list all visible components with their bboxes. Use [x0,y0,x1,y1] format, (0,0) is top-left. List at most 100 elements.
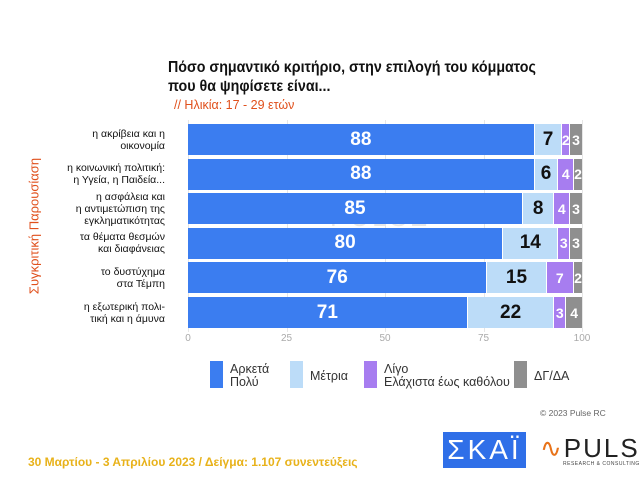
x-tick-label: 25 [280,333,293,344]
data-label: 4 [561,166,570,183]
legend-swatch [364,361,377,388]
data-label: 6 [540,163,552,185]
legend-swatch [210,361,223,388]
legend-swatch [514,361,527,388]
bar-segment: 8 [522,193,554,225]
data-label: 88 [350,163,372,185]
title-line-1: Πόσο σημαντικό κριτήριο, στην επιλογή το… [168,59,536,76]
data-label: 3 [572,131,580,148]
data-label: 7 [555,269,564,286]
x-tick-label: 0 [185,333,191,344]
category-label-line: τική και η άμυνα [90,312,165,325]
y-axis-label-text: Συγκριτική Παρουσίαση [26,157,42,295]
bar-segment: 4 [558,158,574,190]
category-label-line: η ακρίβεια και η [92,127,165,140]
skai-logo: ΣΚΑΪ [443,432,526,468]
data-label: 85 [344,197,366,219]
bar-segment: 22 [467,297,554,328]
category-label-line: η κοινωνική πολιτική: [67,162,165,175]
category-label-line: στα Τέμπη [116,277,165,290]
chart-title: Πόσο σημαντικό κριτήριο, στην επιλογή το… [168,58,536,96]
bar-segment: 7 [546,262,574,294]
data-label: 3 [559,235,568,252]
category-label: τα θέματα θεσμών και διαφάνειας [45,231,165,255]
x-tick-label: 100 [573,333,591,344]
legend-label: ΔΓ/ΔΑ [534,370,569,383]
legend-label: Μέτρια [310,370,348,383]
bar-segment: 76 [188,262,487,294]
category-label: η εξωτερική πολι-τική και η άμυνα [45,301,165,325]
chart-subtitle: // Ηλικία: 17 - 29 ετών [174,98,295,112]
bar-segment: 6 [534,158,558,190]
data-label: 4 [570,304,578,321]
category-label: η ακρίβεια και η οικονομία [45,128,165,152]
category-label-line: τα θέματα θεσμών [79,231,165,244]
bar-segment: 4 [554,193,570,225]
category-label-line: και διαφάνειας [98,243,165,256]
data-label: 15 [505,266,528,288]
data-label: 2 [574,269,582,286]
bar-segment: 3 [570,124,582,155]
legend-label-line: Μέτρια [310,369,349,383]
data-label: 22 [500,301,522,323]
x-tick-label: 50 [379,333,391,344]
category-label-line: η ασφάλεια και [96,190,165,203]
copyright: © 2023 Pulse RC [540,408,606,418]
bar-segment: 4 [566,297,582,328]
category-label-line: η Υγεία, η Παιδεία... [73,174,165,187]
bar-segment: 2 [561,124,570,155]
category-label-line: το δυστύχημα [100,265,165,278]
bar-segment: 85 [188,193,522,225]
category-label: η κοινωνική πολιτική: η Υγεία, η Παιδεία.… [45,162,165,186]
gridline [582,120,583,332]
gridline [286,120,288,332]
bar-segment: 88 [188,124,534,155]
data-label: 14 [519,232,541,254]
data-label: 71 [316,301,338,323]
data-label: 2 [561,131,570,148]
data-label: 80 [334,232,356,254]
pulse-logo-subtitle: RESEARCH & CONSULTING [563,461,640,467]
category-label-line: η αντιμετώπιση της [75,202,165,215]
bar-segment: 3 [554,297,566,328]
bar-segment: 3 [558,227,570,259]
category-label-line: οικονομία [120,139,165,152]
bar-segment: 7 [534,124,562,155]
footer-note: 30 Μαρτίου - 3 Απριλίου 2023 / Δείγμα: 1… [28,455,358,469]
data-label: 88 [350,128,372,150]
data-label: 7 [542,128,554,150]
legend-label-line: Πολύ [230,375,259,389]
bar-segment: 88 [188,158,534,190]
category-label-line: εγκληματικότητας [84,214,165,227]
data-label: 3 [572,235,580,252]
bar-segment: 2 [574,158,582,190]
category-label: η ασφάλεια και η αντιμετώπιση της εγκληματ… [45,191,165,227]
title-line-2: που θα ψηφίσετε είναι... [168,78,331,95]
bar-segment: 3 [570,227,582,259]
data-label: 2 [574,166,582,183]
legend-label-line: Ελάχιστα έως καθόλου [384,375,510,389]
bar-segment: 15 [487,262,546,294]
bar-segment: 80 [188,227,503,259]
bar-segment: 14 [503,227,558,259]
gridline [385,120,386,332]
data-label: 8 [532,197,544,219]
bar-segment: 71 [188,297,467,328]
legend-label: Λίγο Ελάχιστα έως καθόλου [384,363,510,389]
legend-label-line: Λίγο [384,362,409,376]
pulse-logo: ∿PULSE [540,433,640,464]
legend-label: Αρκετά Πολύ [230,363,269,389]
legend-swatch [290,361,303,388]
gridline [483,120,485,332]
category-label: το δυστύχημα στα Τέμπη [45,266,165,290]
pulse-wave-icon: ∿ [540,433,564,463]
pulse-logo-text: PULSE [563,433,640,463]
data-label: 3 [555,304,564,321]
category-label-line: η εξωτερική πολι- [83,300,165,313]
bar-segment: 3 [570,193,582,225]
bar-segment: 2 [574,262,582,294]
data-label: 3 [572,200,580,217]
legend-label-line: Αρκετά [230,362,270,376]
data-label: 76 [326,266,348,288]
gridline [188,120,189,332]
